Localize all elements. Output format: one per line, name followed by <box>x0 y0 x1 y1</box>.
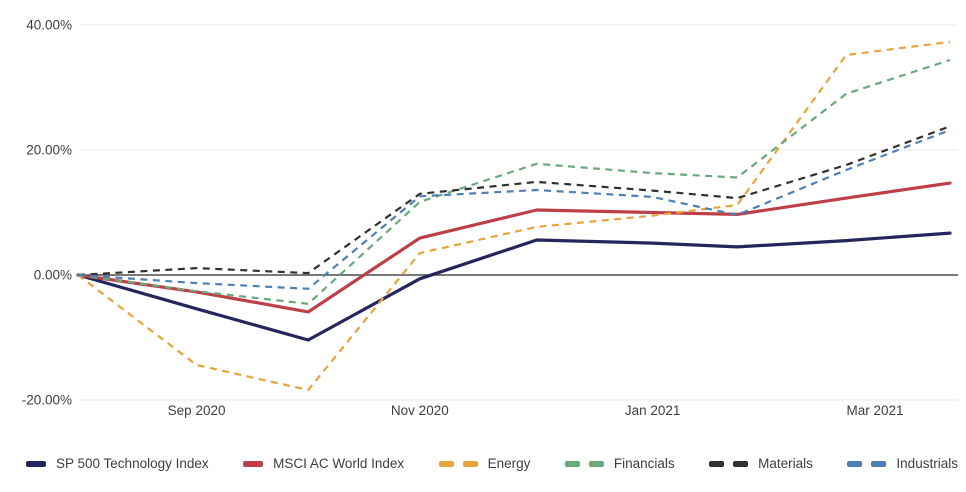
series-line-sp-500-technology-index <box>76 231 952 342</box>
x-tick-label: Mar 2021 <box>846 403 903 418</box>
legend-label: Energy <box>487 456 531 471</box>
legend-dash <box>709 460 725 467</box>
legend-label: MSCI AC World Index <box>273 456 405 471</box>
y-tick-label: -20.00% <box>22 393 72 408</box>
legend-item-msci-ac-world-index[interactable]: MSCI AC World Index <box>243 456 404 471</box>
y-tick-label: 0.00% <box>34 268 72 283</box>
legend-item-financials[interactable]: Financials <box>564 456 675 471</box>
legend-dash <box>733 460 749 467</box>
legend-dash <box>564 460 580 467</box>
x-tick-label: Jan 2021 <box>625 403 681 418</box>
series-line-msci-ac-world-index <box>76 181 952 314</box>
legend-swatch-dashed <box>564 460 604 467</box>
series-line-industrials <box>77 128 951 290</box>
legend-item-industrials[interactable]: Industrials <box>847 456 958 471</box>
legend-dash <box>438 460 454 467</box>
series-line-materials <box>77 125 951 277</box>
legend-swatch-dashed <box>709 460 749 467</box>
y-tick-label: 40.00% <box>26 18 72 33</box>
legend-swatch-solid <box>26 460 46 467</box>
legend-item-energy[interactable]: Energy <box>438 456 531 471</box>
chart-legend: SP 500 Technology Index MSCI AC World Ind… <box>26 456 958 471</box>
legend-label: Industrials <box>896 456 958 471</box>
x-tick-label: Nov 2020 <box>391 403 449 418</box>
plot-area: 40.00% 20.00% 0.00% -20.00% Sep 2020 Nov 2020… <box>22 18 958 418</box>
y-tick-label: 20.00% <box>26 143 72 158</box>
legend-dash <box>588 460 604 467</box>
legend-swatch-solid <box>243 460 264 467</box>
x-tick-label: Sep 2020 <box>168 403 226 418</box>
legend-dash <box>847 460 863 467</box>
legend-label: Financials <box>613 456 675 471</box>
legend-label: Materials <box>758 456 813 471</box>
legend-dash <box>462 460 478 467</box>
legend-label: SP 500 Technology Index <box>56 456 209 471</box>
legend-swatch-dashed <box>847 460 887 467</box>
legend-swatch-dashed <box>438 460 478 467</box>
series-line-financials <box>77 58 951 305</box>
legend-item-materials[interactable]: Materials <box>709 456 813 471</box>
legend-item-sp-500-technology-index[interactable]: SP 500 Technology Index <box>26 456 209 471</box>
legend-dash <box>871 460 887 467</box>
